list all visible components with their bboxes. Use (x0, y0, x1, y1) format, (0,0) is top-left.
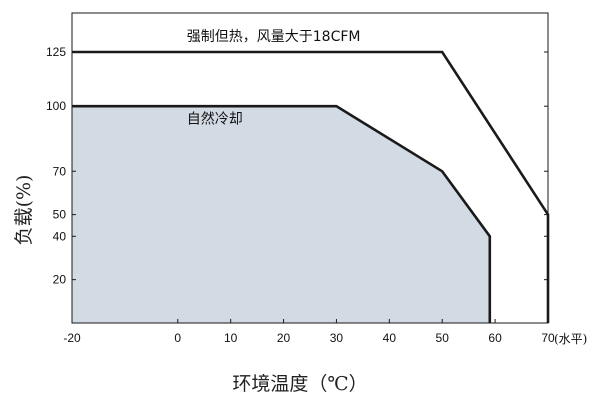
x-tick-label: 40 (383, 331, 397, 345)
x-tick-label: 60 (488, 331, 502, 345)
x-tick-label: 20 (277, 331, 291, 345)
x-axis-ticks: -20 0 10 20 30 40 50 60 70 (63, 319, 555, 345)
fill-layer (72, 106, 490, 323)
y-tick-label: 50 (53, 208, 67, 222)
y-tick-label: 40 (53, 229, 67, 243)
x-tick-label: 70 (541, 331, 555, 345)
series-1-line (72, 104, 492, 323)
series-1-area (72, 106, 490, 323)
y-tick-label: 100 (46, 99, 66, 113)
annotation-1: 自然冷却 (187, 111, 243, 128)
x-tick-label: 10 (224, 331, 238, 345)
x-tick-label: -20 (63, 331, 81, 345)
y-axis-ticks: 20 40 50 70 100 125 (46, 45, 548, 287)
x-tick-label: 0 (174, 331, 181, 345)
annotation-0: 强制但热，风量大于18CFM (187, 29, 361, 45)
x-axis-title: 环境温度（℃） (232, 373, 367, 395)
y-axis-title: 负载(%) (13, 175, 35, 246)
x-tick-label: 50 (436, 331, 450, 345)
plot-frame (71, 12, 549, 324)
y-tick-label: 70 (53, 164, 67, 178)
y-tick-label: 125 (46, 45, 66, 59)
x-tick-label: 30 (330, 331, 344, 345)
annotations: 强制但热，风量大于18CFM 自然冷却 (187, 29, 361, 127)
x-axis-unit-label: (水平) (554, 332, 587, 346)
y-tick-label: 20 (53, 273, 67, 287)
